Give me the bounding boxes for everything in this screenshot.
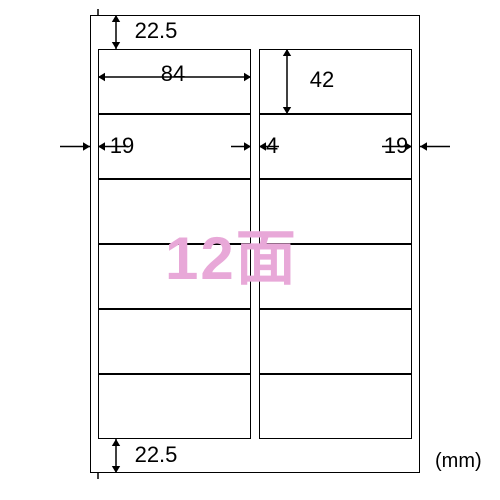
- panel-count-label: 12面: [165, 210, 298, 297]
- dimension-label: 42: [297, 67, 347, 93]
- dimension-label: 84: [143, 61, 203, 87]
- label-cell: [98, 374, 251, 439]
- unit-label: (mm): [435, 450, 482, 473]
- label-cell: [98, 309, 251, 374]
- dimension-label: 22.5: [126, 442, 186, 468]
- label-cell: [259, 309, 412, 374]
- dimension-label: 22.5: [126, 18, 186, 44]
- dimension-label: 19: [102, 133, 142, 159]
- dimension-label: 19: [376, 133, 416, 159]
- dimension-label: 4: [257, 133, 287, 159]
- label-cell: [259, 374, 412, 439]
